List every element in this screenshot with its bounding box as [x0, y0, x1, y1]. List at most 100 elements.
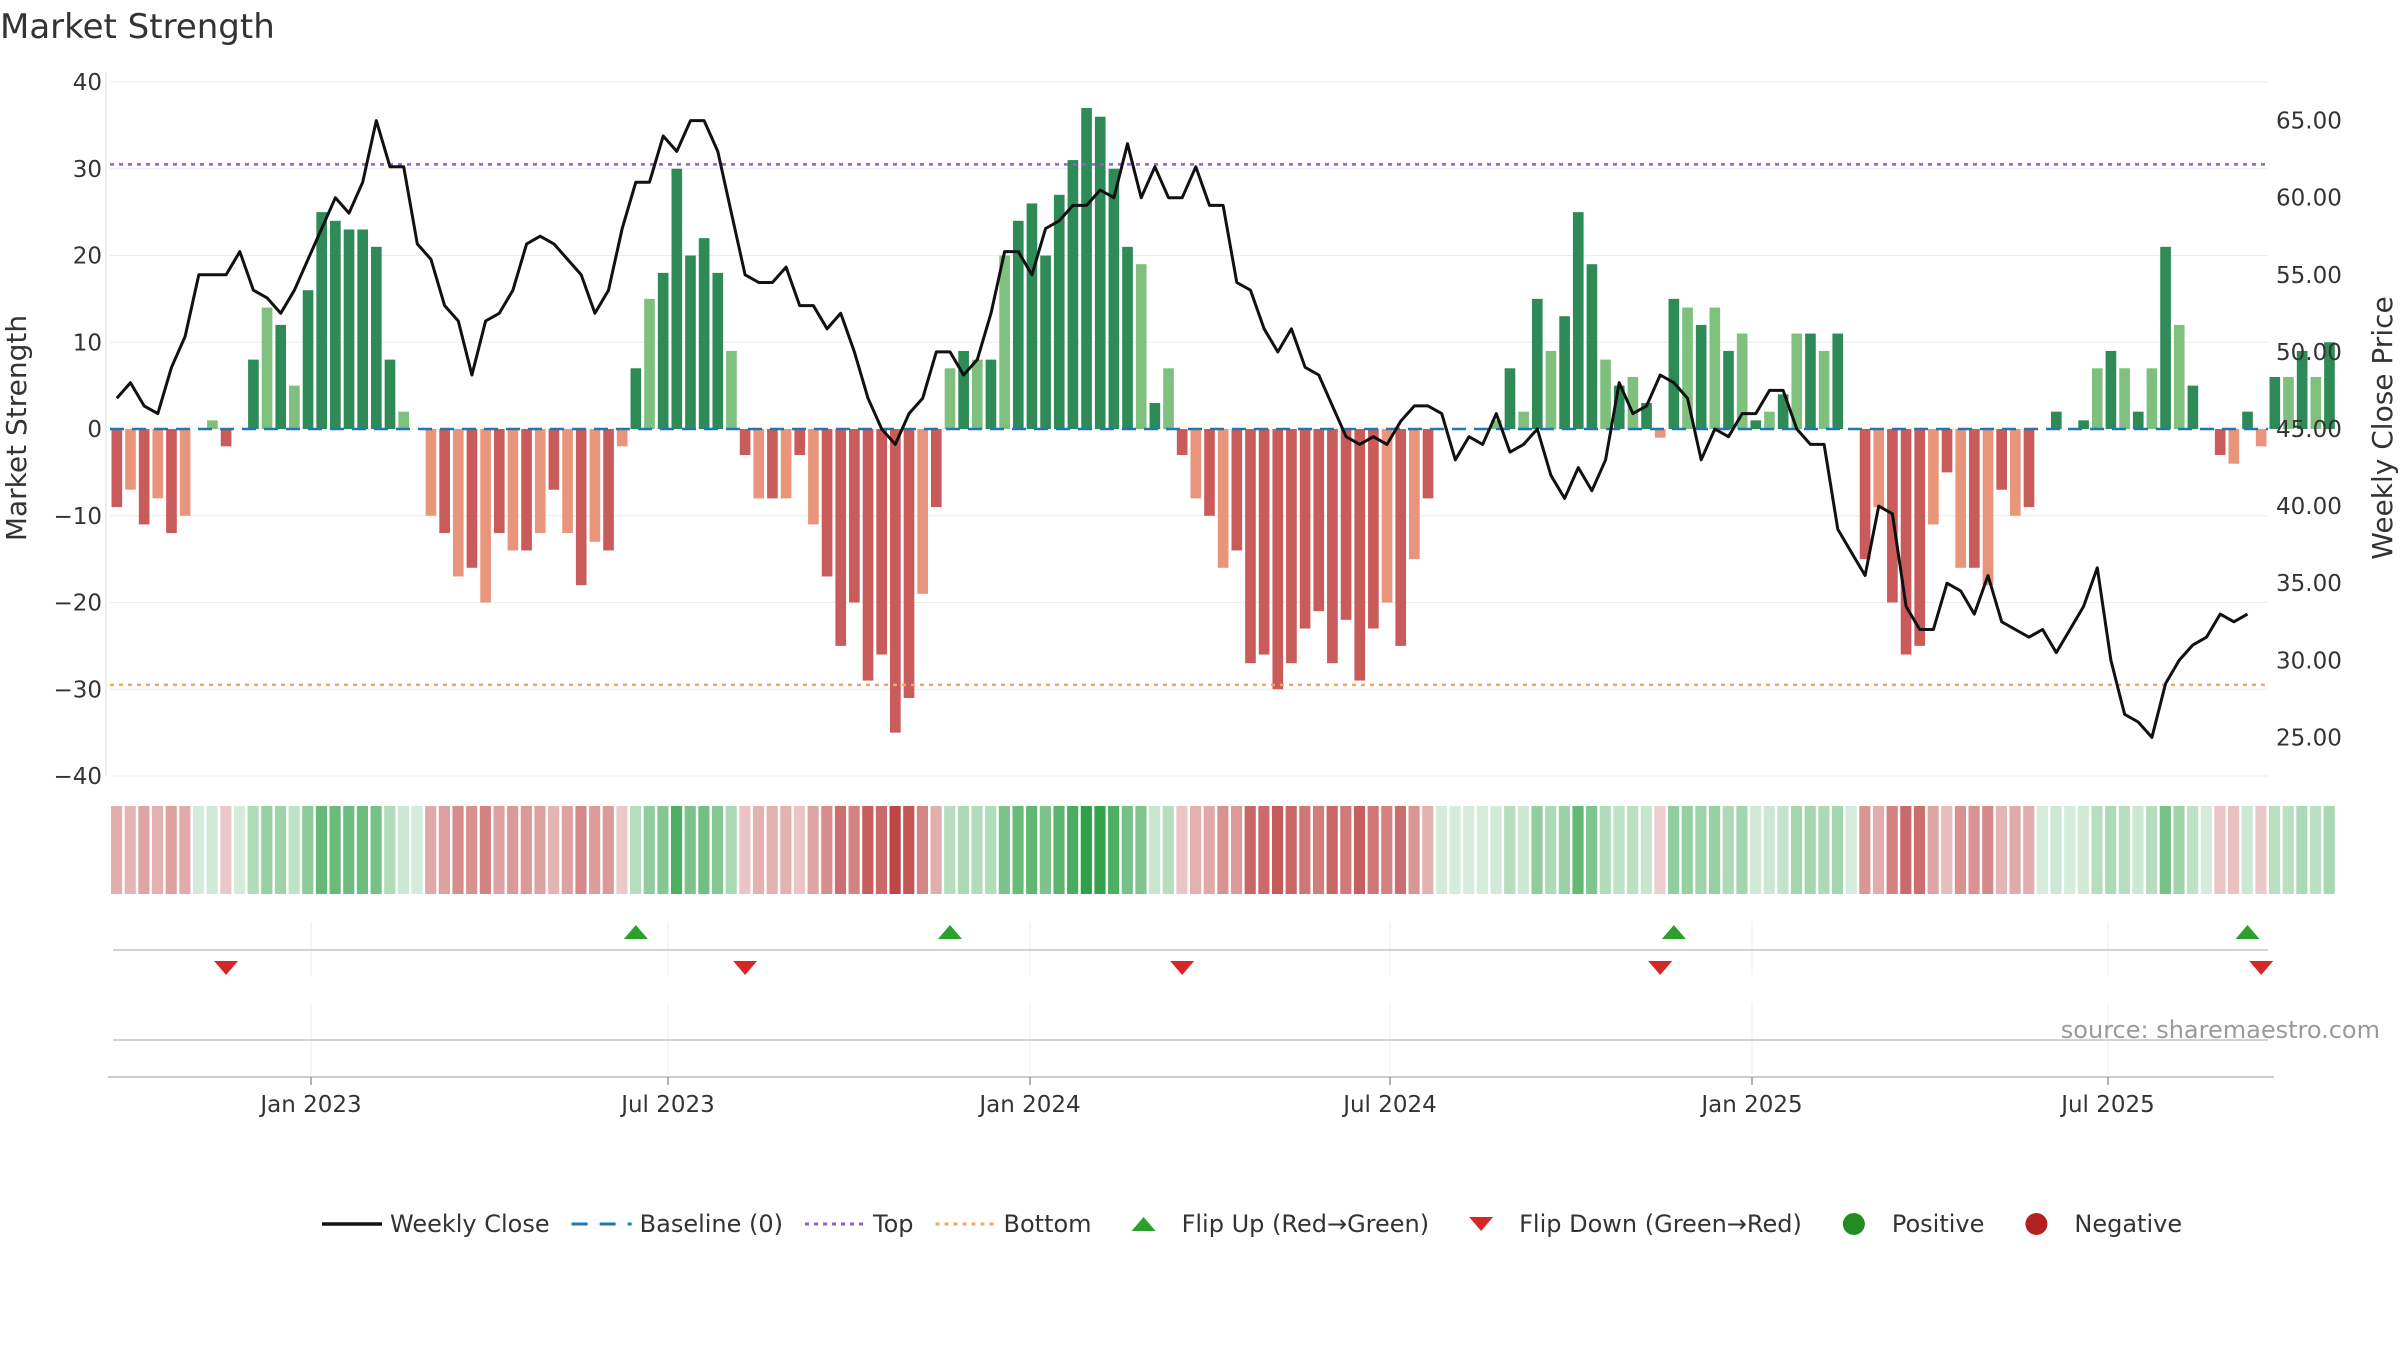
strip-cell — [1599, 806, 1611, 894]
strip-cell — [1340, 806, 1352, 894]
strip-cell — [889, 806, 901, 894]
strength-bar — [657, 272, 669, 429]
strength-bar — [480, 429, 491, 603]
strip-cell — [752, 806, 765, 894]
strip-cell — [1586, 806, 1598, 894]
strength-bar — [425, 429, 437, 516]
strip-cell — [602, 806, 614, 894]
source-label: source: sharemaestro.com — [2061, 1016, 2380, 1044]
y2-tick-label: 50.00 — [2276, 340, 2342, 366]
strength-bar — [452, 429, 464, 577]
strip-cell — [302, 806, 314, 894]
flip-down-marker — [2249, 961, 2274, 975]
strength-bar — [1286, 429, 1297, 664]
strength-bar — [330, 220, 341, 429]
strength-bar — [930, 429, 942, 508]
strength-bar — [1149, 402, 1161, 429]
legend-label: Baseline (0) — [640, 1210, 783, 1238]
strip-cell — [2296, 806, 2308, 894]
legend-label: Positive — [1892, 1210, 1985, 1238]
strip-cell — [1149, 806, 1161, 894]
strength-bar — [1422, 429, 1434, 499]
strength-bar — [1969, 429, 1980, 568]
strength-bar — [2214, 429, 2226, 456]
strip-cell — [1449, 806, 1461, 894]
strength-bar — [1695, 324, 1707, 429]
strength-bar — [1600, 359, 1611, 429]
strip-cell — [2146, 806, 2158, 894]
chart-title: Market Strength — [0, 7, 275, 47]
strip-cell — [1190, 806, 1202, 894]
strength-bar — [275, 324, 287, 429]
strength-bar — [1900, 429, 1912, 655]
strip-cell — [1872, 806, 1885, 894]
strength-bar — [767, 429, 778, 499]
strip-cell — [1845, 806, 1857, 894]
strength-bar — [2119, 368, 2130, 429]
strength-bar — [1736, 333, 1748, 429]
strip-cell — [370, 806, 382, 894]
strength-bar — [971, 359, 983, 429]
strength-bar — [384, 359, 396, 429]
x-tick-label: Jul 2023 — [619, 1092, 715, 1118]
strength-bar — [671, 168, 683, 429]
strength-bar — [1572, 212, 1584, 429]
y-tick-label: −30 — [53, 677, 102, 703]
strip-cell — [2132, 806, 2144, 894]
strength-bar — [575, 429, 587, 586]
strip-cell — [2091, 806, 2103, 894]
strength-bar — [1832, 333, 1844, 429]
strip-cell — [411, 806, 423, 894]
strength-bar — [2050, 411, 2062, 429]
strength-bar — [1996, 429, 2007, 490]
strength-bar — [166, 429, 177, 534]
strength-bar — [1081, 108, 1092, 430]
strip-cell — [1108, 806, 1120, 894]
strength-bar — [261, 307, 273, 429]
strength-bar — [1340, 429, 1352, 620]
strip-cell — [1244, 806, 1256, 894]
legend-label: Top — [872, 1210, 914, 1238]
legend-item: Top — [805, 1210, 914, 1238]
strength-bar — [371, 246, 382, 429]
strip-cell — [1012, 806, 1024, 894]
strip-cell — [2269, 806, 2281, 894]
strip-cell — [916, 806, 928, 894]
strength-bar — [849, 429, 860, 603]
strength-bar — [111, 429, 123, 508]
flip-down-marker — [1170, 961, 1195, 975]
strength-bar — [357, 229, 369, 429]
strip-cell — [875, 806, 888, 894]
strip-cell — [834, 806, 847, 894]
strip-cell — [1367, 806, 1379, 894]
strength-bar — [2228, 429, 2240, 464]
strength-bar — [548, 429, 560, 490]
strength-bar — [534, 429, 546, 534]
strength-bar — [2160, 246, 2171, 429]
strip-cell — [247, 806, 259, 894]
strength-bar — [1490, 420, 1502, 429]
strip-cell — [1709, 806, 1721, 894]
strength-bar — [1559, 316, 1570, 429]
strength-bar — [821, 429, 833, 577]
strip-cell — [520, 806, 532, 894]
strength-bar — [1258, 429, 1270, 655]
strip-cell — [179, 806, 191, 894]
strip-cell — [315, 806, 328, 894]
strip-cell — [684, 806, 696, 894]
strip-cell — [630, 806, 642, 894]
y-axis-title: Market Strength — [0, 315, 33, 541]
strength-bar — [1163, 368, 1174, 429]
strip-cell — [711, 806, 724, 894]
strength-bar — [890, 429, 901, 733]
strength-bar — [343, 229, 355, 429]
y-axis-left: 40 30 20 10 0 −10 −20 −30 −40 — [53, 70, 107, 790]
strip-cell — [1230, 806, 1243, 894]
strength-bar — [876, 429, 888, 655]
strength-bar — [1245, 429, 1256, 664]
strip-cell — [971, 806, 983, 894]
strip-cell — [793, 806, 806, 894]
strip-cell — [1818, 806, 1830, 894]
strip-cell — [1476, 806, 1488, 894]
